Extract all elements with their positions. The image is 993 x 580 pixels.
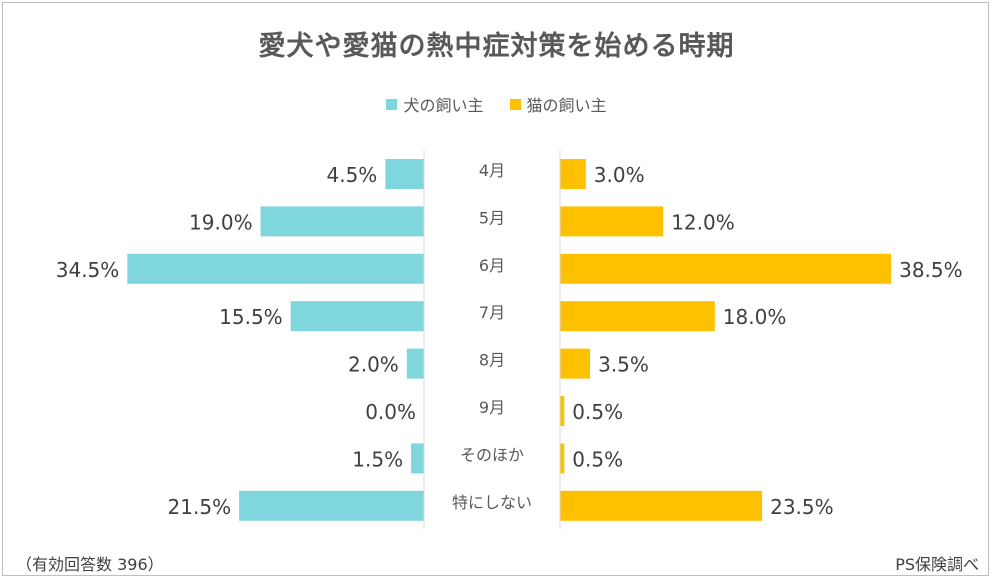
- cat-bar-8: [560, 490, 763, 521]
- source-note: PS保険調べ: [895, 555, 979, 574]
- cat-bar-1: [560, 159, 586, 189]
- legend-label-cat: 猫の飼い主: [526, 96, 607, 115]
- dog-bar-2: [260, 206, 424, 237]
- dog-value-label-5: 2.0%: [348, 353, 399, 377]
- cat-bar-7: [560, 443, 565, 474]
- cat-bar-6: [560, 396, 565, 426]
- dog-value-label-4: 15.5%: [219, 305, 283, 329]
- legend: 犬の飼い主 猫の飼い主: [0, 92, 993, 116]
- cat-value-label-6: 0.5%: [572, 400, 623, 424]
- cat-bar-4: [560, 301, 715, 332]
- category-label-8: 特にしない: [452, 493, 532, 512]
- legend-swatch-dog: [386, 98, 398, 110]
- category-label-6: 9月: [479, 398, 505, 417]
- dog-value-label-2: 19.0%: [189, 210, 253, 234]
- legend-label-dog: 犬の飼い主: [403, 96, 484, 115]
- response-count-note: （有効回答数 396）: [16, 555, 164, 574]
- cat-value-label-3: 38.5%: [899, 258, 963, 282]
- dog-value-label-1: 4.5%: [326, 163, 377, 187]
- dog-bar-4: [290, 301, 424, 332]
- cat-bar-2: [560, 206, 664, 237]
- cat-value-label-8: 23.5%: [770, 495, 834, 519]
- legend-item-cat: 猫の飼い主: [509, 92, 607, 116]
- cat-value-label-2: 12.0%: [671, 210, 735, 234]
- legend-item-dog: 犬の飼い主: [386, 92, 484, 116]
- category-label-5: 8月: [479, 351, 505, 370]
- chart-title: 愛犬や愛猫の熱中症対策を始める時期: [258, 31, 735, 62]
- category-label-2: 5月: [479, 208, 505, 227]
- dog-value-label-7: 1.5%: [352, 447, 403, 471]
- dog-value-label-6: 0.0%: [365, 400, 416, 424]
- category-label-4: 7月: [479, 303, 505, 322]
- dog-bar-5: [406, 348, 424, 379]
- category-label-7: そのほか: [460, 445, 524, 464]
- cat-value-label-7: 0.5%: [572, 447, 623, 471]
- cat-bar-5: [560, 348, 591, 379]
- category-label-1: 4月: [479, 161, 505, 180]
- dog-bar-1: [385, 159, 424, 189]
- cat-value-label-5: 3.5%: [598, 353, 649, 377]
- dog-bar-7: [411, 443, 424, 474]
- cat-value-label-4: 18.0%: [723, 305, 787, 329]
- category-label-3: 6月: [479, 256, 505, 275]
- cat-bar-3: [560, 253, 892, 284]
- dog-bar-3: [127, 253, 425, 284]
- legend-swatch-cat: [509, 98, 521, 110]
- dog-value-label-3: 34.5%: [56, 258, 120, 282]
- dog-bar-8: [239, 490, 424, 521]
- cat-value-label-1: 3.0%: [594, 163, 645, 187]
- dog-value-label-8: 21.5%: [168, 495, 232, 519]
